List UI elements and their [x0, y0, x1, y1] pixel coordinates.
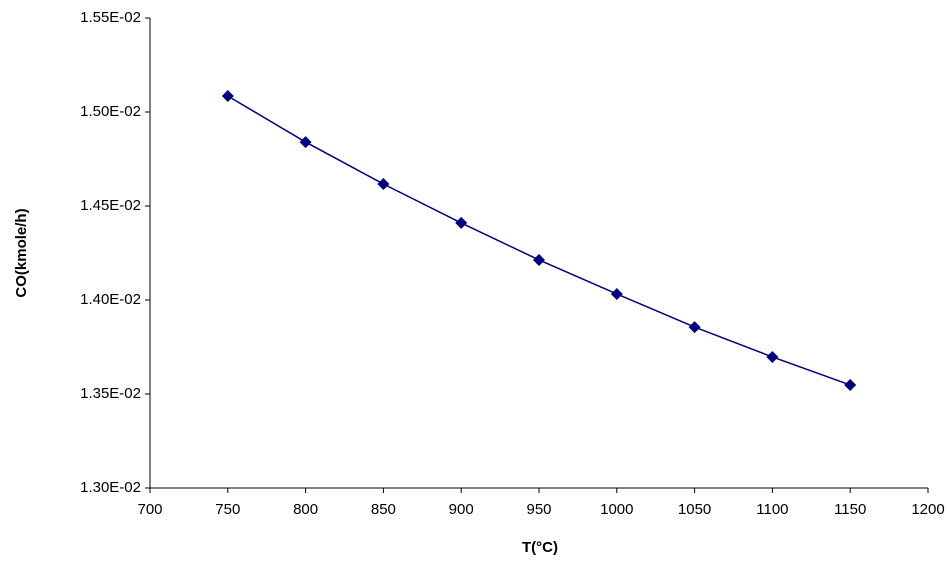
y-tick-label: 1.50E-02: [80, 103, 141, 120]
x-tick-label: 1200: [911, 501, 944, 518]
x-tick-label: 750: [215, 501, 240, 518]
y-tick-label: 1.45E-02: [80, 197, 141, 214]
y-tick-label: 1.30E-02: [80, 479, 141, 496]
marker: [844, 378, 857, 391]
x-axis-title: T(°C): [522, 539, 558, 556]
marker: [377, 178, 390, 191]
y-axis-title: CO(kmole/h): [13, 208, 30, 297]
x-tick-label: 1050: [678, 501, 711, 518]
marker: [299, 136, 312, 149]
x-tick-label: 1000: [600, 501, 633, 518]
x-tick-label: 700: [137, 501, 162, 518]
x-tick-label: 900: [449, 501, 474, 518]
x-tick-label: 850: [371, 501, 396, 518]
marker: [610, 287, 623, 300]
y-tick-label: 1.35E-02: [80, 385, 141, 402]
x-tick-label: 950: [526, 501, 551, 518]
marker: [221, 90, 234, 103]
y-tick-label: 1.40E-02: [80, 291, 141, 308]
x-tick-label: 1100: [756, 501, 788, 518]
marker: [455, 216, 468, 229]
x-tick-label: 800: [293, 501, 318, 518]
y-tick-label: 1.55E-02: [80, 9, 141, 26]
marker: [688, 321, 701, 334]
x-tick-label: 1150: [834, 501, 866, 518]
marker: [766, 350, 779, 363]
series-line: [227, 95, 851, 386]
marker: [533, 253, 545, 266]
